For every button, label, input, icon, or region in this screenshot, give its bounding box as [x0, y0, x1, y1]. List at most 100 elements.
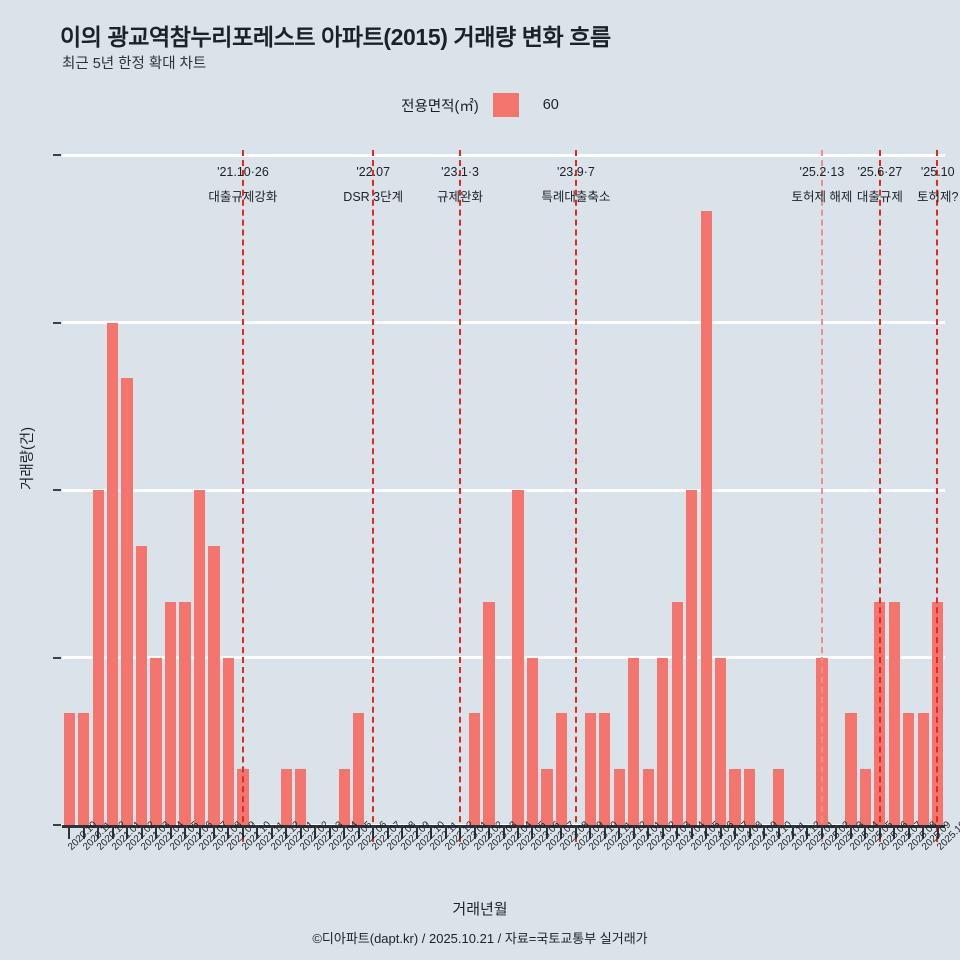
bar[interactable] [512, 490, 524, 825]
y-axis-tick-mark [53, 824, 61, 826]
bar[interactable] [353, 713, 365, 825]
x-axis-tick-mark [589, 828, 592, 839]
x-axis-tick-mark [343, 828, 346, 839]
x-axis-tick-mark [270, 828, 273, 839]
bar[interactable] [121, 378, 133, 825]
x-axis-tick-mark [632, 828, 635, 839]
bar[interactable] [555, 713, 568, 825]
bar[interactable] [729, 769, 741, 825]
bar[interactable] [135, 545, 148, 825]
bar[interactable] [859, 769, 872, 825]
chart-legend: 전용면적(㎡) 60 [0, 93, 960, 117]
gridline [62, 488, 945, 492]
bar[interactable] [164, 601, 177, 825]
x-axis-tick-mark [603, 828, 606, 839]
bar[interactable] [63, 713, 75, 825]
event-annotation-label: 특례대출축소 [541, 190, 611, 204]
bar[interactable] [483, 601, 495, 825]
gridline [62, 656, 945, 659]
x-axis-tick-mark [241, 828, 244, 839]
event-annotation-label: 토허제 해제 [791, 190, 853, 204]
page-title: 이의 광교역참누리포레스트 아파트(2015) 거래량 변화 흐름 [60, 24, 611, 50]
bar[interactable] [107, 322, 119, 825]
y-axis-tick-mark [53, 656, 61, 659]
bar[interactable] [613, 769, 625, 825]
x-axis-tick-mark [748, 828, 751, 839]
bar[interactable] [179, 601, 191, 825]
x-axis-tick-mark [68, 828, 71, 839]
bar[interactable] [92, 490, 104, 825]
bar[interactable] [468, 713, 481, 825]
x-axis-tick-mark [574, 828, 577, 839]
bar[interactable] [888, 601, 900, 825]
bar[interactable] [642, 769, 654, 825]
event-annotation-label: 대출규제 [856, 190, 903, 204]
x-axis-tick-mark [545, 828, 548, 839]
bar[interactable] [657, 657, 669, 825]
x-axis-tick-mark [212, 828, 215, 839]
x-axis-tick-mark [647, 828, 650, 839]
x-axis-tick-mark [126, 828, 129, 839]
x-axis-tick-mark [328, 828, 331, 839]
x-axis-tick-mark [444, 828, 447, 839]
y-axis-tick-mark [53, 321, 61, 324]
bar[interactable] [845, 713, 857, 825]
page-subtitle: 최근 5년 한정 확대 차트 [62, 56, 207, 72]
legend-title: 전용면적(㎡) [401, 98, 479, 115]
x-axis-tick-mark [299, 828, 302, 839]
x-axis-tick-mark [415, 828, 418, 839]
bar[interactable] [295, 769, 307, 825]
x-axis-tick-mark [806, 828, 809, 839]
event-annotation-label: 토허제? [917, 190, 959, 204]
event-annotation-label: 대출규제강화 [208, 190, 278, 204]
bar[interactable] [628, 657, 640, 825]
bar[interactable] [700, 210, 712, 825]
x-axis-tick-mark [488, 828, 491, 839]
bar[interactable] [338, 769, 350, 825]
x-axis-line [62, 825, 945, 828]
x-axis-tick-mark [792, 828, 794, 839]
y-axis-tick-mark [53, 489, 61, 491]
bar[interactable] [743, 769, 756, 825]
x-axis-tick-mark [401, 828, 404, 839]
bar[interactable] [78, 713, 90, 825]
event-marker-line [458, 150, 464, 842]
legend-label-60: 60 [542, 97, 559, 113]
event-annotation-date: '23.9·7 [556, 165, 595, 179]
x-axis-tick-mark [835, 828, 838, 839]
y-axis-tick-mark [53, 154, 61, 156]
gridline [62, 153, 945, 157]
x-axis-tick-mark [777, 828, 780, 839]
bar[interactable] [541, 769, 553, 825]
x-axis-tick-mark [864, 828, 867, 839]
x-axis-tick-mark [372, 828, 375, 839]
bar[interactable] [208, 545, 220, 825]
x-axis-tick-mark [690, 828, 693, 839]
bar[interactable] [671, 601, 683, 825]
bar[interactable] [150, 657, 162, 825]
x-axis-tick-mark [285, 828, 288, 839]
event-marker-line [371, 150, 377, 842]
bar[interactable] [714, 657, 727, 825]
bar[interactable] [584, 713, 596, 825]
event-marker-line [936, 150, 941, 842]
bar[interactable] [193, 490, 206, 825]
bar[interactable] [686, 490, 698, 825]
bar[interactable] [280, 769, 292, 825]
x-axis-tick-mark [734, 828, 737, 839]
x-axis-tick-mark [560, 828, 563, 839]
bar[interactable] [772, 769, 785, 825]
bar[interactable] [599, 713, 611, 825]
event-annotation-label: DSR 3단계 [343, 190, 404, 204]
bar[interactable] [903, 713, 915, 825]
bar[interactable] [526, 657, 539, 825]
x-axis-tick-mark [922, 828, 925, 839]
event-annotation-date: '23.1·3 [441, 165, 479, 179]
x-axis-tick-mark [256, 828, 259, 839]
bar[interactable] [917, 713, 929, 825]
bar[interactable] [222, 657, 235, 825]
x-axis-tick-mark [184, 828, 187, 839]
x-axis-tick-mark [314, 828, 317, 839]
x-axis-tick-mark [661, 828, 664, 839]
